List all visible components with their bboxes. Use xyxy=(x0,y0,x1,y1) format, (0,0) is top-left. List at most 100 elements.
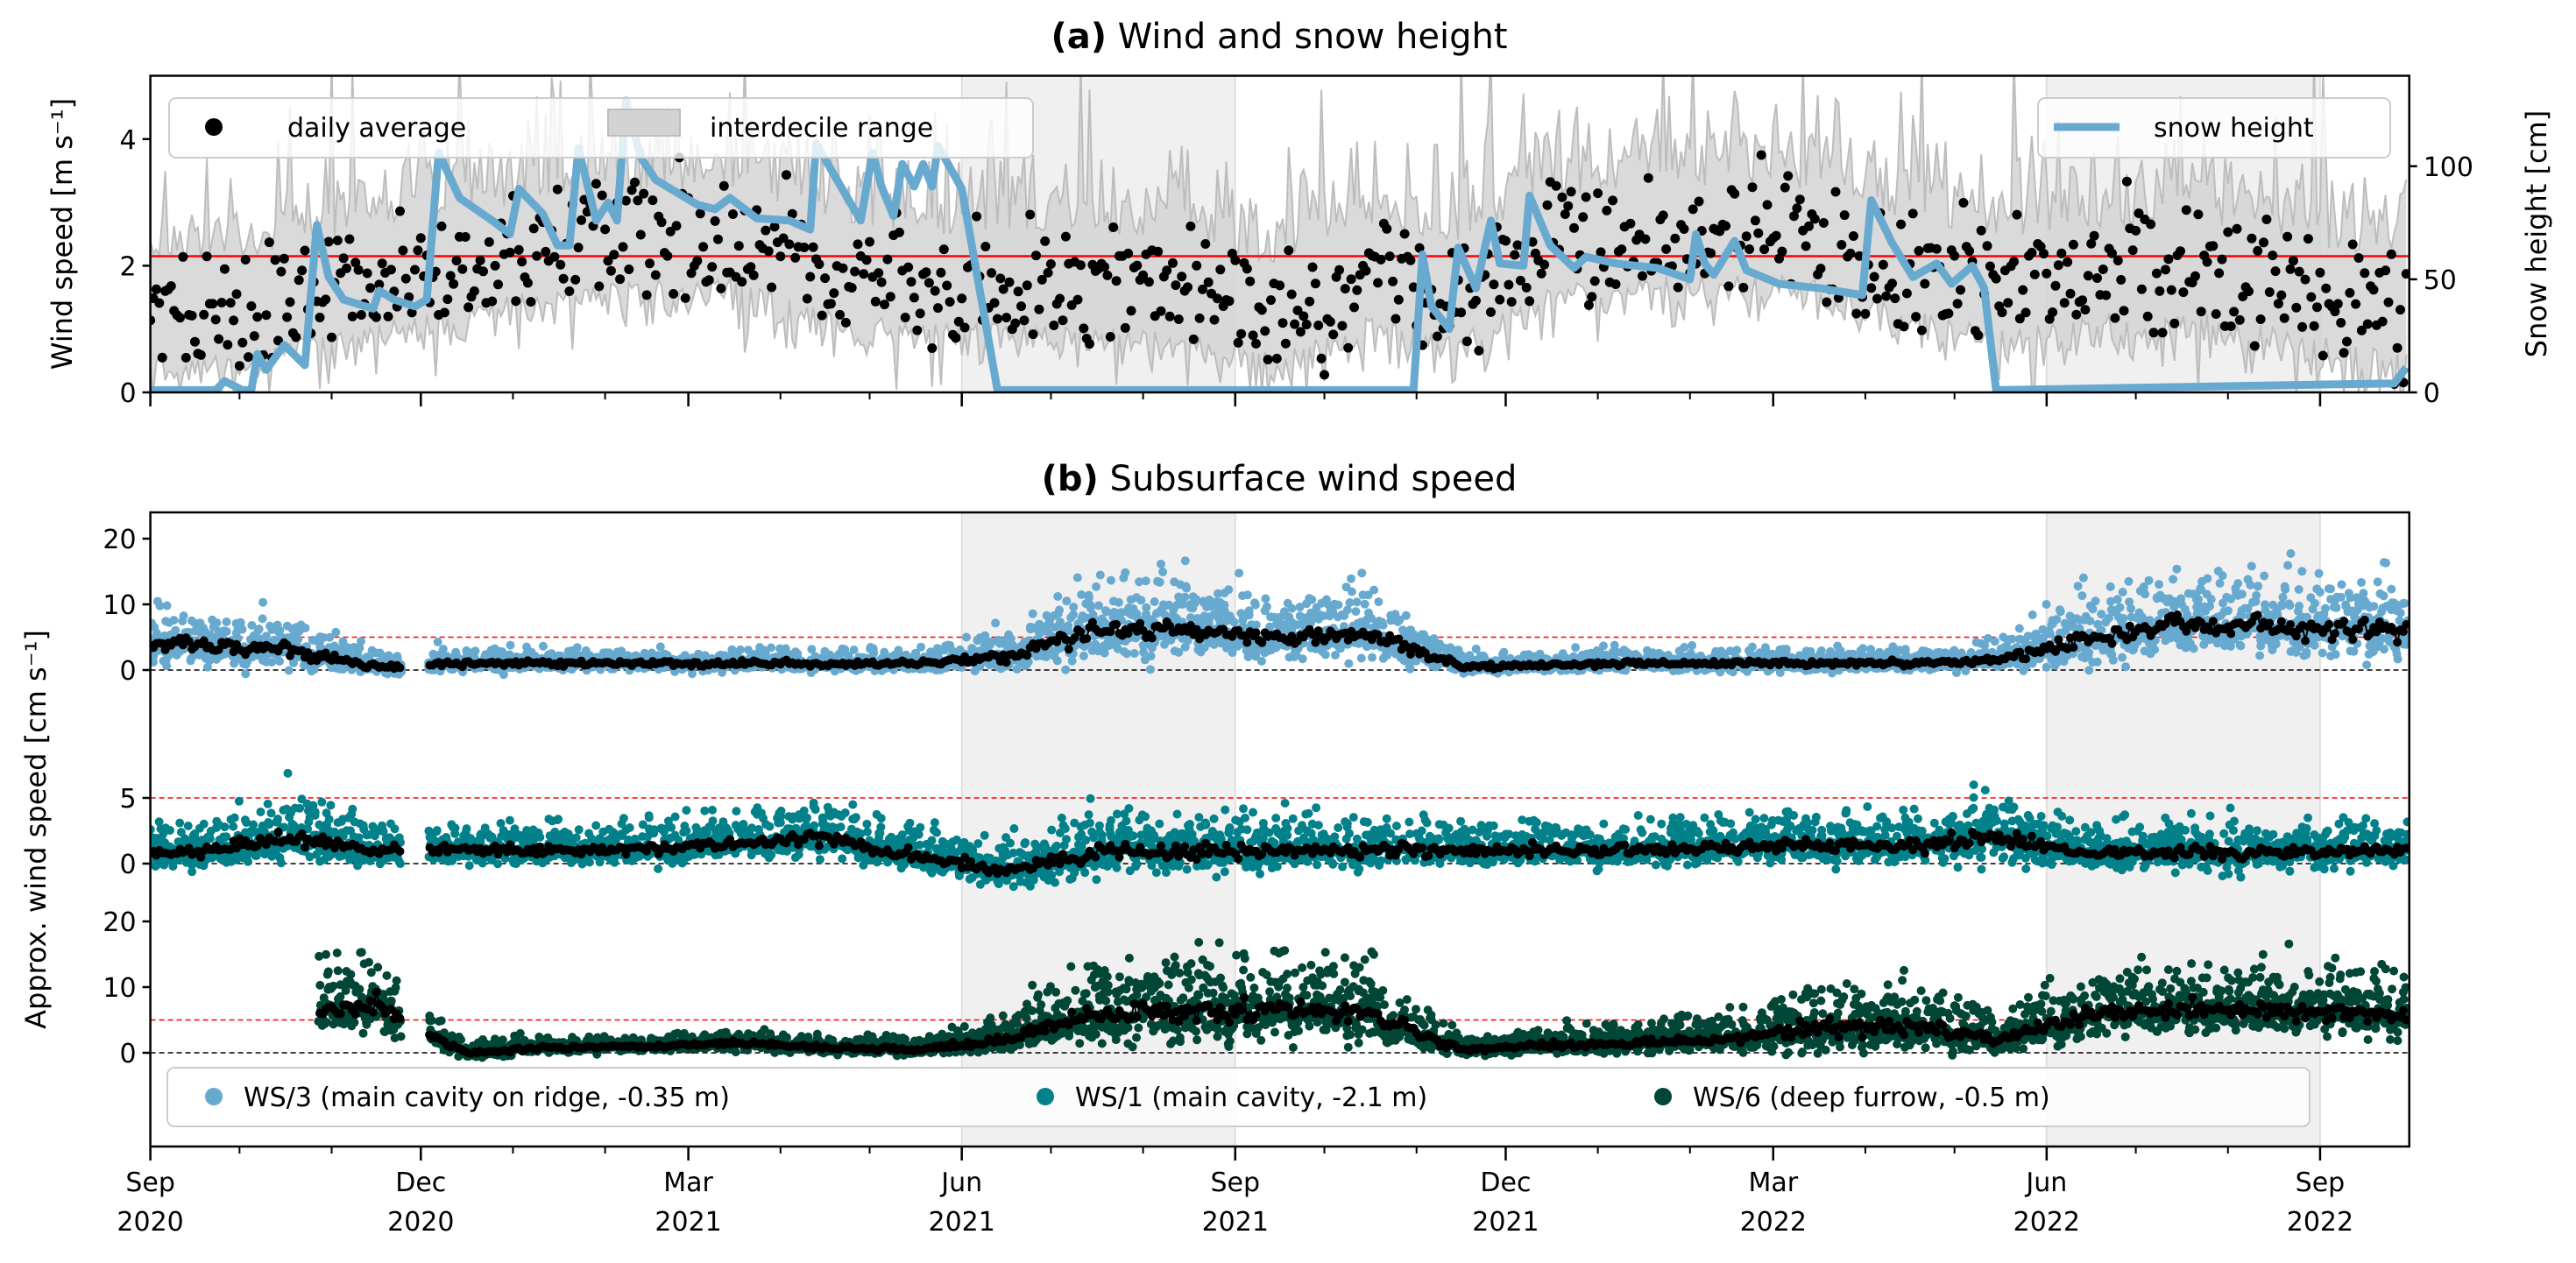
ws-point-0 xyxy=(1157,560,1165,568)
daily-average-point xyxy=(1551,180,1561,191)
daily-average-point xyxy=(594,281,605,292)
daily-average-point xyxy=(2306,292,2317,302)
daily-average-point xyxy=(252,312,263,322)
daily-average-point xyxy=(2259,237,2268,248)
daily-average-point xyxy=(219,264,230,274)
ws-point-0 xyxy=(178,617,188,626)
daily-average-point xyxy=(1251,338,1261,349)
daily-average-point xyxy=(1845,248,1856,258)
daily-average-point xyxy=(1881,291,1892,301)
daily-average-point xyxy=(1557,192,1568,202)
ws-point-0 xyxy=(1052,656,1062,666)
daily-average-point xyxy=(648,195,658,206)
daily-average-point xyxy=(2077,295,2088,306)
panel-a-title-text: Wind and snow height xyxy=(1118,17,1508,57)
daily-average-point xyxy=(2268,250,2278,261)
ws-point-0 xyxy=(2169,575,2178,584)
daily-average-point xyxy=(1266,295,1276,306)
ws-point-0 xyxy=(2091,596,2100,606)
ws-point-0 xyxy=(2318,648,2327,658)
daily-average-point xyxy=(2116,275,2127,285)
daily-average-point xyxy=(377,258,387,269)
ws-point-0 xyxy=(162,661,172,671)
daily-average-point xyxy=(2279,313,2289,323)
daily-average-point xyxy=(166,281,176,292)
daily-average-point xyxy=(276,266,287,277)
daily-average-point xyxy=(2196,307,2206,317)
daily-average-point xyxy=(1320,370,1329,380)
daily-average-point xyxy=(2288,256,2298,266)
ws-point-0 xyxy=(2246,580,2255,589)
daily-average-point xyxy=(1376,254,1386,265)
daily-average-point xyxy=(859,269,869,279)
daily-average-point xyxy=(1060,231,1071,242)
ws-point-0 xyxy=(2084,666,2094,675)
ws-point-0 xyxy=(275,625,285,635)
daily-average-point xyxy=(1105,332,1115,342)
daily-average-point xyxy=(1349,302,1359,313)
daily-average-point xyxy=(270,255,280,265)
daily-average-point xyxy=(1079,323,1089,334)
legend-interdecile-patch xyxy=(607,109,681,137)
ws-point-0 xyxy=(155,601,165,610)
daily-average-point xyxy=(656,217,667,228)
daily-average-point xyxy=(1587,292,1597,302)
daily-average-point xyxy=(1286,289,1297,300)
daily-average-point xyxy=(1756,150,1766,160)
daily-average-point xyxy=(1328,329,1339,340)
daily-average-point xyxy=(1887,279,1897,289)
daily-average-point xyxy=(2223,227,2233,237)
daily-average-point xyxy=(1730,188,1740,199)
daily-average-point xyxy=(1230,255,1241,265)
daily-average-point xyxy=(2166,285,2176,295)
daily-average-point xyxy=(2396,305,2405,315)
daily-average-point xyxy=(2063,257,2073,267)
ws-point-0 xyxy=(2141,589,2150,599)
daily-average-point xyxy=(885,292,895,302)
daily-average-point xyxy=(1120,322,1130,333)
daily-average-point xyxy=(2226,321,2236,331)
ws-point-0 xyxy=(2387,584,2396,594)
ws-point-0 xyxy=(212,618,222,628)
daily-average-point xyxy=(2330,307,2340,317)
daily-average-point xyxy=(1031,250,1041,261)
daily-average-point xyxy=(761,225,771,236)
daily-average-point xyxy=(2089,230,2099,241)
daily-average-point xyxy=(1153,246,1164,257)
daily-average-point xyxy=(237,337,248,348)
daily-average-point xyxy=(1474,345,1484,356)
daily-average-point xyxy=(1143,277,1154,287)
daily-average-point xyxy=(556,259,566,270)
daily-average-point xyxy=(2029,269,2040,279)
ws-point-0 xyxy=(1146,652,1156,660)
ws-point-0 xyxy=(2118,588,2127,596)
legend-interdecile-label: interdecile range xyxy=(710,113,933,144)
ws-point-1 xyxy=(273,815,282,823)
daily-average-point xyxy=(469,286,479,296)
daily-average-point xyxy=(1292,305,1303,315)
daily-average-point xyxy=(686,268,697,279)
ws-point-0 xyxy=(1357,568,1367,578)
ws-point-0 xyxy=(1360,599,1369,609)
ws-point-0 xyxy=(247,621,257,630)
ws-point-0 xyxy=(2180,604,2190,614)
ws-point-1 xyxy=(326,801,336,810)
daily-average-point xyxy=(1525,296,1535,307)
daily-average-point xyxy=(413,245,423,256)
daily-average-point xyxy=(618,242,628,252)
daily-average-point xyxy=(2386,249,2396,259)
daily-average-point xyxy=(549,251,560,262)
daily-average-point xyxy=(1132,260,1143,271)
daily-average-point xyxy=(1723,281,1734,292)
daily-average-point xyxy=(1982,241,1992,251)
ws-point-0 xyxy=(2231,583,2240,593)
ws-point-0 xyxy=(2042,662,2051,672)
daily-average-point xyxy=(464,302,474,313)
daily-average-point xyxy=(321,294,331,305)
daily-average-point xyxy=(1688,204,1698,215)
y-tick-label-left: 4 xyxy=(120,125,137,156)
ws-point-0 xyxy=(2014,624,2024,633)
daily-average-point xyxy=(1313,321,1324,330)
daily-average-point xyxy=(526,297,536,307)
ws-point-0 xyxy=(1067,656,1077,666)
